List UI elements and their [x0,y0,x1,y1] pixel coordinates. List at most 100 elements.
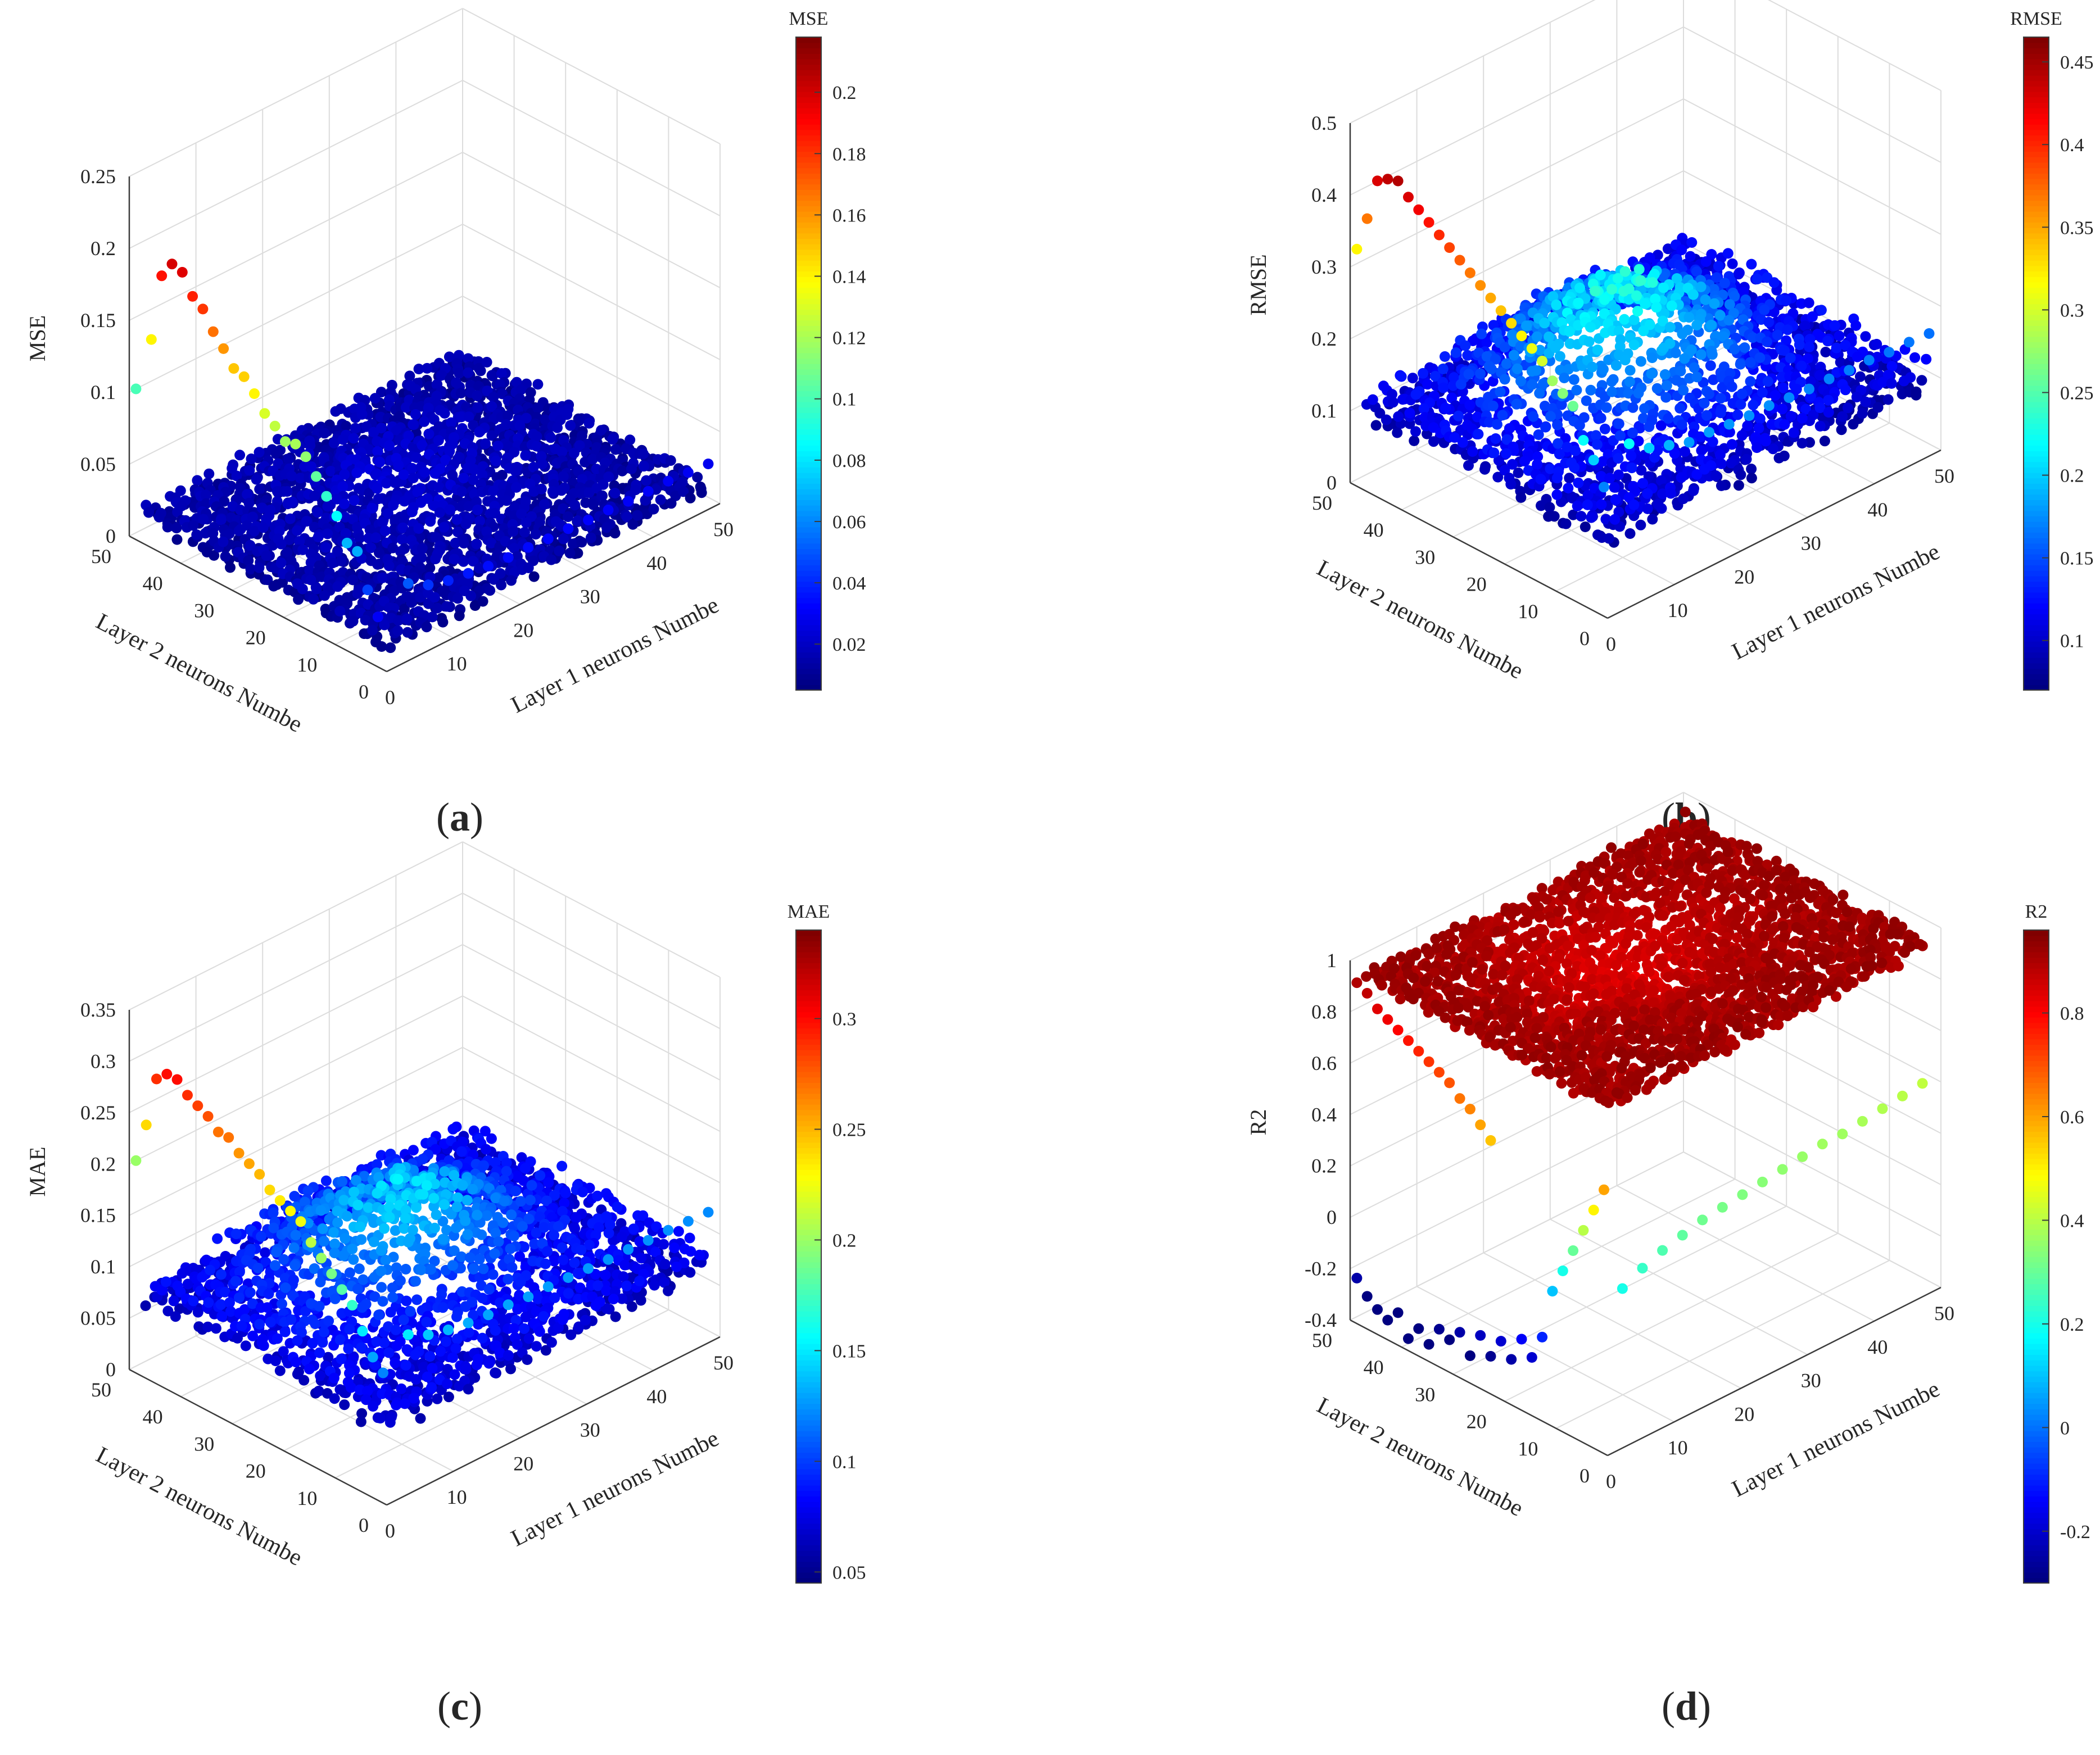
colorbar-segment [796,466,821,473]
data-point [563,511,573,522]
colorbar-segment [2024,597,2049,604]
data-point [463,568,474,579]
data-point [321,491,332,502]
data-point [315,1205,327,1216]
data-point [1638,325,1649,337]
data-point [564,547,576,559]
panel-b: 00.10.20.30.40.50102030405001020304050La… [1246,0,2094,840]
data-point [372,483,383,494]
z-tick-label: 0.35 [80,999,116,1021]
z-tick-label: 0 [1327,471,1337,494]
data-point [1837,411,1848,422]
colorbar-segment [796,119,821,125]
colorbar-tick-label: 0.14 [832,267,866,288]
data-point [1649,452,1660,463]
data-point [369,393,381,404]
data-point [1704,388,1714,400]
data-point [383,560,395,572]
colorbar-segment [796,581,821,587]
colorbar-segment [796,42,821,49]
data-point [1440,351,1450,362]
data-point [388,500,399,511]
data-point [254,484,265,495]
data-point [1733,480,1744,491]
y-tick-label: 50 [91,545,111,568]
data-point [319,428,330,439]
data-point [1796,412,1808,424]
data-point [215,514,227,525]
data-point [140,1300,151,1311]
data-point [1633,388,1644,398]
data-point [514,420,526,431]
data-point [496,368,507,379]
data-point [463,367,474,378]
data-point [336,555,347,566]
data-point [1606,386,1618,397]
data-point [188,520,199,531]
data-point [1664,338,1676,349]
caption-paren-close: ) [470,795,483,840]
colorbar-segment [796,418,821,424]
data-point [198,514,209,525]
data-point [1574,282,1585,293]
colorbar-segment [796,565,821,571]
side-wall-gridline [462,892,721,1030]
data-point [458,538,469,549]
data-point [1628,499,1640,510]
data-point [1624,365,1636,376]
data-point [1585,384,1596,396]
colorbar-segment [796,597,821,604]
colorbar-segment [2024,352,2049,359]
data-point [1661,380,1672,391]
x-tick-label: 20 [1734,565,1754,588]
colorbar-segment [796,450,821,457]
colorbar-segment [2024,445,2049,451]
colorbar-segment [796,216,821,223]
data-point [1615,430,1626,441]
data-point [1677,328,1688,339]
data-point [530,529,541,540]
colorbar-segment [796,173,821,179]
data-point [1784,392,1795,403]
data-point [1564,326,1575,337]
data-point [1413,204,1424,215]
y-axis-label: Layer 2 neurons Numbe [1312,555,1527,684]
data-point [218,343,229,354]
data-point [1619,266,1631,277]
colorbar-segment [2024,657,2049,664]
colorbar-tick-label: 0.02 [832,634,866,655]
data-point [210,1323,221,1334]
colorbar-segment [2024,42,2049,49]
data-point [1486,364,1497,375]
data-point [1678,384,1689,396]
data-point [200,528,211,539]
colorbar-tick-label: 0.35 [2060,217,2094,238]
data-point [417,543,428,554]
colorbar-segment [796,358,821,364]
x-axis-label: Layer 1 neurons Numbe [507,592,723,719]
colorbar-segment [796,374,821,380]
data-point [501,419,512,430]
data-point [1665,488,1676,499]
data-point [1822,335,1833,347]
data-point [377,517,388,528]
data-point [1628,339,1640,351]
y-tick-label: 50 [91,1378,111,1401]
data-point [1538,378,1549,389]
data-point [1418,368,1429,379]
data-point [1410,426,1421,437]
colorbar-segment [2024,157,2049,163]
colorbar-segment [796,287,821,293]
data-point [309,490,320,501]
data-point [558,471,569,482]
data-point [641,475,652,486]
data-point [301,516,312,527]
colorbar-segment [2024,91,2049,98]
data-point [1705,320,1717,330]
data-point [509,447,520,458]
data-point [1723,315,1735,326]
data-point [295,473,306,484]
data-point [1676,419,1687,430]
data-point [406,506,418,518]
